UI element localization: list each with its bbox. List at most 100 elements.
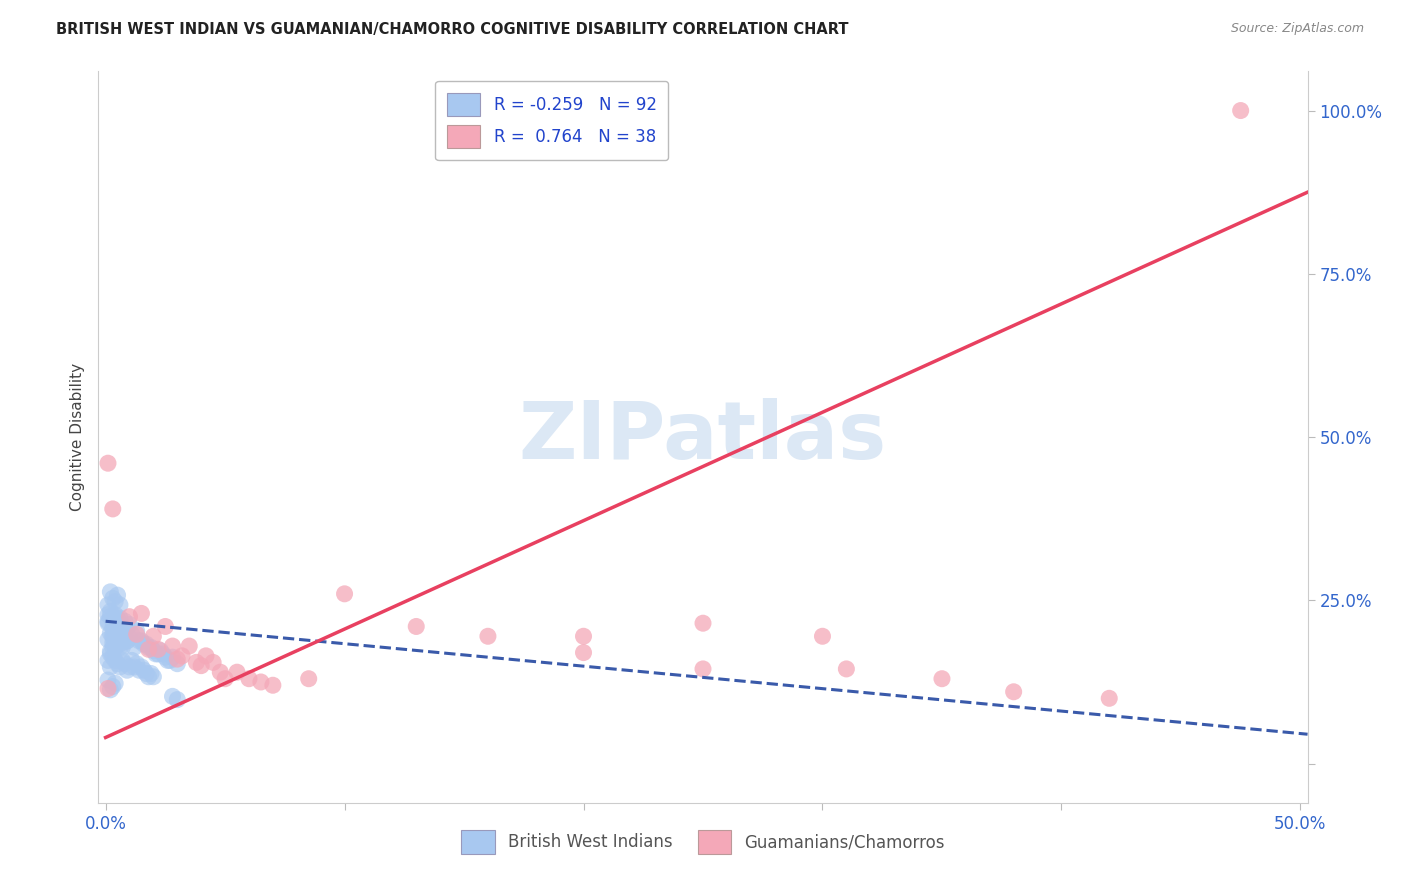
Point [101, 627, 124, 641]
Point [125, 627, 148, 641]
Point [111, 617, 134, 632]
Point [104, 617, 127, 632]
Point [166, 692, 188, 706]
Point [104, 629, 127, 643]
Point [146, 642, 169, 657]
Point [238, 672, 260, 686]
Point [98, 644, 121, 658]
Point [97, 607, 120, 622]
Point [142, 629, 165, 643]
Point [262, 678, 284, 692]
Point [162, 690, 184, 704]
Text: Source: ZipAtlas.com: Source: ZipAtlas.com [1230, 22, 1364, 36]
Point [226, 665, 249, 680]
Point [108, 598, 131, 612]
Point [111, 631, 134, 645]
Point [121, 627, 143, 641]
Point [118, 631, 141, 645]
Point [118, 617, 141, 632]
Point [202, 656, 225, 670]
Point [111, 640, 134, 655]
Point [107, 588, 129, 602]
Point [104, 676, 127, 690]
Point [108, 627, 131, 641]
Point [101, 640, 124, 655]
Point [1098, 691, 1121, 706]
Point [115, 633, 138, 648]
Point [104, 633, 127, 648]
Legend: British West Indians, Guamanians/Chamorros: British West Indians, Guamanians/Chamorr… [454, 823, 952, 860]
Point [101, 631, 124, 645]
Point [101, 591, 124, 606]
Point [190, 658, 212, 673]
Point [142, 643, 165, 657]
Point [114, 614, 136, 628]
Point [214, 672, 236, 686]
Point [159, 653, 181, 667]
Point [101, 636, 124, 650]
Point [170, 648, 193, 663]
Point [145, 647, 167, 661]
Point [98, 647, 121, 661]
Point [104, 640, 127, 655]
Point [155, 650, 177, 665]
Point [108, 660, 131, 674]
Point [572, 646, 595, 660]
Point [135, 637, 157, 651]
Point [692, 616, 714, 631]
Point [166, 652, 188, 666]
Point [1002, 685, 1025, 699]
Point [132, 637, 155, 651]
Point [114, 631, 136, 645]
Point [149, 643, 172, 657]
Point [115, 633, 138, 648]
Text: BRITISH WEST INDIAN VS GUAMANIAN/CHAMORRO COGNITIVE DISABILITY CORRELATION CHART: BRITISH WEST INDIAN VS GUAMANIAN/CHAMORR… [56, 22, 849, 37]
Point [139, 640, 162, 655]
Point [101, 680, 124, 694]
Point [108, 611, 131, 625]
Point [572, 629, 595, 643]
Point [118, 660, 141, 674]
Point [114, 657, 136, 671]
Point [186, 656, 208, 670]
Point [131, 633, 153, 648]
Point [111, 621, 134, 635]
Point [142, 670, 165, 684]
Point [1229, 103, 1251, 118]
Point [121, 653, 143, 667]
Point [108, 637, 131, 651]
Point [115, 621, 138, 635]
Point [107, 612, 129, 626]
Point [104, 594, 127, 608]
Point [97, 632, 120, 647]
Point [128, 633, 150, 648]
Point [152, 647, 174, 661]
Point [122, 660, 145, 674]
Point [811, 629, 834, 643]
Point [138, 640, 160, 655]
Point [122, 640, 145, 655]
Point [107, 614, 129, 628]
Point [405, 619, 427, 633]
Point [104, 653, 127, 667]
Point [162, 639, 184, 653]
Point [132, 663, 155, 677]
Point [108, 640, 131, 655]
Point [118, 609, 141, 624]
Point [477, 629, 499, 643]
Point [97, 653, 120, 667]
Point [250, 675, 273, 690]
Point [101, 650, 124, 665]
Point [98, 609, 121, 624]
Point [97, 681, 120, 696]
Point [209, 665, 232, 680]
Point [835, 662, 858, 676]
Point [97, 598, 120, 612]
Y-axis label: Cognitive Disability: Cognitive Disability [69, 363, 84, 511]
Point [101, 621, 124, 635]
Point [298, 672, 321, 686]
Point [128, 663, 150, 677]
Point [333, 587, 356, 601]
Point [98, 585, 121, 599]
Point [98, 682, 121, 697]
